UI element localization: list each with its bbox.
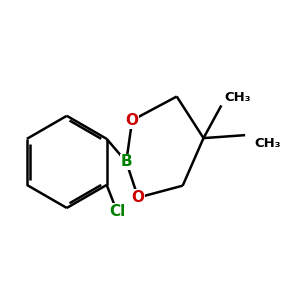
Text: O: O	[132, 190, 145, 205]
Text: B: B	[120, 154, 132, 169]
Text: Cl: Cl	[109, 204, 125, 219]
Text: O: O	[126, 113, 139, 128]
Text: CH₃: CH₃	[254, 136, 280, 150]
Text: CH₃: CH₃	[224, 91, 251, 104]
